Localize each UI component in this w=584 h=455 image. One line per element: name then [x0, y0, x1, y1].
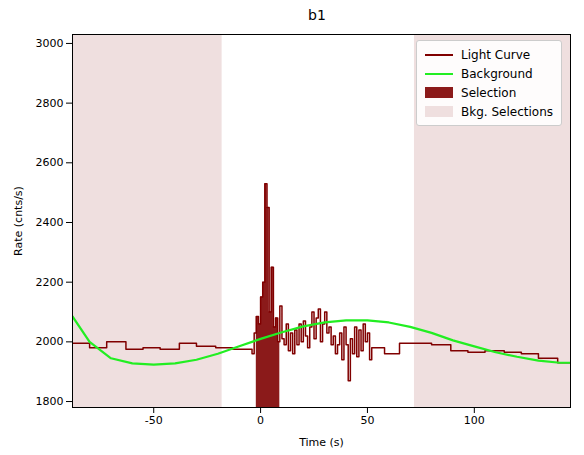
html-text:Selection: Selection — [461, 85, 517, 100]
html-text:Background: Background — [461, 66, 533, 81]
html-text:b1: b1 — [308, 7, 326, 23]
html-text:Bkg. Selections: Bkg. Selections — [461, 104, 553, 119]
svg-text:2600: 2600 — [36, 156, 64, 169]
svg-text:2200: 2200 — [36, 276, 64, 289]
svg-text:2400: 2400 — [36, 216, 64, 229]
svg-text:1800: 1800 — [36, 395, 64, 408]
svg-text:3000: 3000 — [36, 37, 64, 50]
svg-text:Time (s): Time (s) — [298, 436, 344, 449]
svg-text:100: 100 — [464, 414, 485, 427]
html-text:Light Curve: Light Curve — [461, 47, 531, 62]
svg-text:0: 0 — [257, 414, 264, 427]
svg-text:2000: 2000 — [36, 335, 64, 348]
svg-text:Rate (cnts/s): Rate (cnts/s) — [12, 186, 25, 256]
svg-text:50: 50 — [360, 414, 374, 427]
svg-text:2800: 2800 — [36, 97, 64, 110]
svg-text:-50: -50 — [145, 414, 163, 427]
